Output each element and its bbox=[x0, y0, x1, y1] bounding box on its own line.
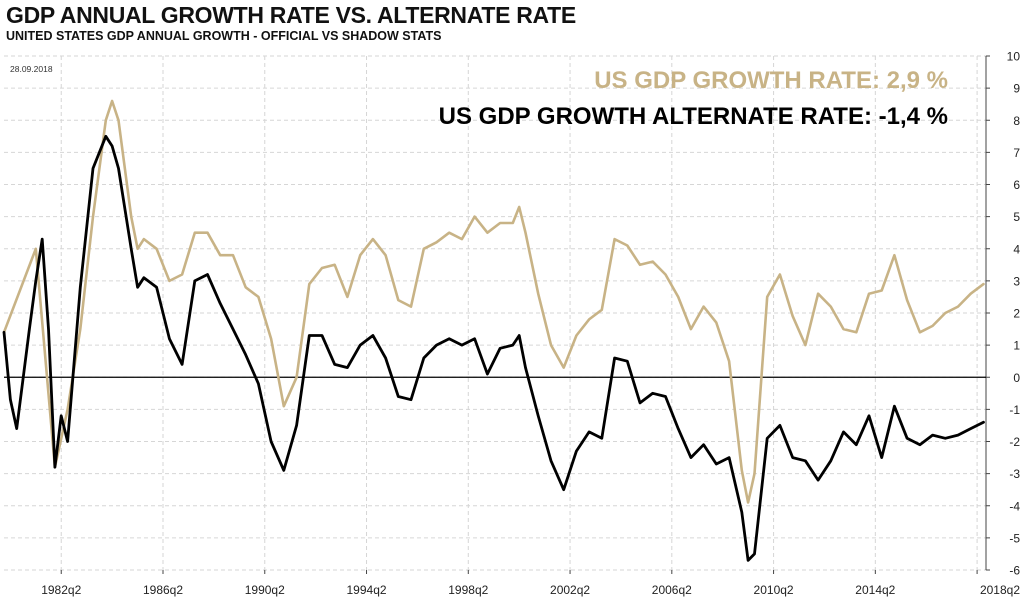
grid-lines bbox=[4, 55, 986, 571]
y-tick-label: 0 bbox=[1013, 371, 1020, 385]
y-tick-label: -5 bbox=[1009, 531, 1020, 545]
chart-title: GDP ANNUAL GROWTH RATE VS. ALTERNATE RAT… bbox=[6, 2, 576, 28]
y-tick-label: 1 bbox=[1013, 339, 1020, 353]
x-tick-label: 1994q2 bbox=[347, 583, 387, 597]
y-tick-label: 3 bbox=[1013, 274, 1020, 288]
date-label: 28.09.2018 bbox=[10, 64, 53, 74]
x-tick-label: 2014q2 bbox=[855, 583, 895, 597]
x-tick-label: 2010q2 bbox=[754, 583, 794, 597]
x-tick-label: 1986q2 bbox=[143, 583, 183, 597]
x-tick-label: 2018q2 bbox=[980, 583, 1020, 597]
y-tick-label: -6 bbox=[1009, 564, 1020, 578]
y-tick-label: -4 bbox=[1009, 499, 1020, 513]
y-tick-label: -1 bbox=[1009, 403, 1020, 417]
y-axis: -6 -5 -4 -3 -2 -1 0 1 2 3 4 5 6 7 8 9 10 bbox=[985, 50, 1021, 578]
y-tick-label: -2 bbox=[1009, 435, 1020, 449]
alternate-rate-annotation: US GDP GROWTH ALTERNATE RATE: -1,4 % bbox=[439, 103, 948, 130]
x-axis: 1982q2 1986q2 1990q2 1994q2 1998q2 2002q2 2006… bbox=[41, 570, 1020, 597]
y-tick-label: 9 bbox=[1013, 82, 1020, 96]
y-tick-label: 2 bbox=[1013, 307, 1020, 321]
y-tick-label: 8 bbox=[1013, 114, 1020, 128]
x-tick-label: 2006q2 bbox=[652, 583, 692, 597]
series-layer bbox=[2, 99, 985, 562]
y-tick-label: 5 bbox=[1013, 210, 1020, 224]
chart-subtitle: UNITED STATES GDP ANNUAL GROWTH - OFFICI… bbox=[6, 29, 442, 43]
series-line-alternate bbox=[2, 134, 985, 562]
series-line-official bbox=[2, 99, 985, 504]
y-tick-label: 7 bbox=[1013, 146, 1020, 160]
x-tick-label: 2002q2 bbox=[550, 583, 590, 597]
x-tick-label: 1982q2 bbox=[41, 583, 81, 597]
official-rate-annotation: US GDP GROWTH RATE: 2,9 % bbox=[594, 67, 948, 94]
y-tick-label: 10 bbox=[1007, 50, 1021, 64]
y-tick-label: 4 bbox=[1013, 242, 1020, 256]
y-tick-label: -3 bbox=[1009, 467, 1020, 481]
x-tick-label: 1998q2 bbox=[448, 583, 488, 597]
y-tick-label: 6 bbox=[1013, 178, 1020, 192]
x-tick-label: 1990q2 bbox=[245, 583, 285, 597]
